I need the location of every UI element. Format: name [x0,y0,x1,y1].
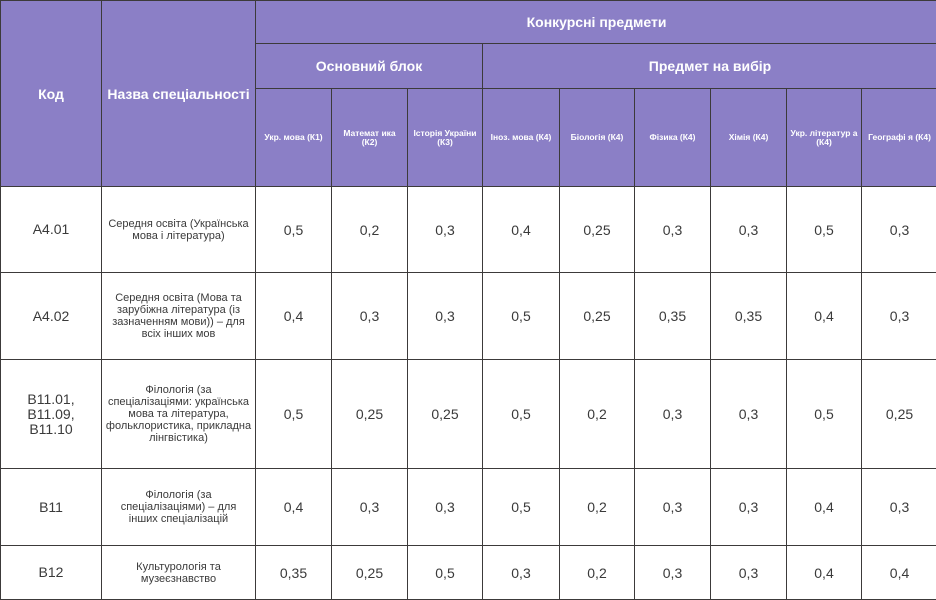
coefficient-cell: 0,3 [483,546,560,600]
coefficient-cell: 0,3 [408,273,483,360]
coefficient-cell: 0,25 [332,546,408,600]
coefficient-cell: 0,5 [256,187,332,273]
table-row: В12 Культурологія та музеєзнавство 0,35 … [1,546,936,600]
specialty-name: Філологія (за спеціалізаціями: українськ… [102,360,256,469]
coefficient-cell: 0,4 [787,469,862,546]
coefficient-cell: 0,4 [787,546,862,600]
header-main-block: Основний блок [256,44,483,89]
specialty-name: Культурологія та музеєзнавство [102,546,256,600]
coefficient-cell: 0,4 [256,273,332,360]
table-row: А4.01 Середня освіта (Українська мова і … [1,187,936,273]
coefficient-cell: 0,3 [711,360,787,469]
coefficient-cell: 0,25 [862,360,936,469]
specialty-name: Середня освіта (Мова та зарубіжна літера… [102,273,256,360]
header-specialty-name: Назва спеціальності [102,1,256,187]
specialty-code: А4.01 [1,187,102,273]
table-body: А4.01 Середня освіта (Українська мова і … [1,187,936,600]
coefficient-cell: 0,25 [408,360,483,469]
coefficient-cell: 0,5 [256,360,332,469]
specialty-code: В12 [1,546,102,600]
coefficient-cell: 0,25 [332,360,408,469]
coefficient-cell: 0,4 [787,273,862,360]
coefficient-cell: 0,3 [332,273,408,360]
coefficient-cell: 0,2 [560,360,635,469]
specialty-name: Середня освіта (Українська мова і літера… [102,187,256,273]
coefficient-cell: 0,25 [560,273,635,360]
header-subject: Фізика (К4) [635,89,711,187]
header-elective-subject: Предмет на вибір [483,44,936,89]
coefficient-cell: 0,3 [862,273,936,360]
specialty-code: В11 [1,469,102,546]
coefficient-cell: 0,2 [560,469,635,546]
coefficient-cell: 0,3 [711,469,787,546]
coefficient-cell: 0,3 [635,360,711,469]
coefficient-cell: 0,5 [483,273,560,360]
header-subject: Історія України (К3) [408,89,483,187]
header-subject: Математ ика (К2) [332,89,408,187]
table-row: В11.01, В11.09, В11.10 Філологія (за спе… [1,360,936,469]
header-subject: Укр. літератур а (К4) [787,89,862,187]
table-row: В11 Філологія (за спеціалізаціями) – для… [1,469,936,546]
coefficient-cell: 0,3 [408,187,483,273]
coefficient-cell: 0,3 [862,469,936,546]
coefficient-cell: 0,3 [862,187,936,273]
coefficient-cell: 0,3 [635,187,711,273]
coefficient-cell: 0,2 [560,546,635,600]
coefficient-cell: 0,4 [256,469,332,546]
header-competitive-subjects: Конкурсні предмети [256,1,936,44]
coefficient-cell: 0,5 [787,187,862,273]
table-header: Код Назва спеціальності Конкурсні предме… [1,1,936,187]
coefficient-cell: 0,3 [711,546,787,600]
header-subject: Хімія (К4) [711,89,787,187]
coefficient-cell: 0,4 [483,187,560,273]
coefficient-cell: 0,3 [711,187,787,273]
header-subject: Укр. мова (К1) [256,89,332,187]
coefficient-cell: 0,35 [256,546,332,600]
coefficient-cell: 0,4 [862,546,936,600]
header-subject: Біологія (К4) [560,89,635,187]
coefficient-cell: 0,2 [332,187,408,273]
specialty-code: А4.02 [1,273,102,360]
coefficient-cell: 0,3 [635,469,711,546]
specialty-code: В11.01, В11.09, В11.10 [1,360,102,469]
header-subject: Географі я (К4) [862,89,936,187]
coefficient-cell: 0,5 [787,360,862,469]
header-subject: Іноз. мова (К4) [483,89,560,187]
coefficient-cell: 0,35 [711,273,787,360]
coefficient-cell: 0,5 [408,546,483,600]
coefficient-cell: 0,3 [408,469,483,546]
coefficient-cell: 0,3 [635,546,711,600]
coefficient-cell: 0,5 [483,469,560,546]
header-code: Код [1,1,102,187]
coefficient-cell: 0,3 [332,469,408,546]
table-row: А4.02 Середня освіта (Мова та зарубіжна … [1,273,936,360]
coefficient-cell: 0,25 [560,187,635,273]
specialty-name: Філологія (за спеціалізаціями) – для інш… [102,469,256,546]
coefficient-cell: 0,35 [635,273,711,360]
coefficient-cell: 0,5 [483,360,560,469]
